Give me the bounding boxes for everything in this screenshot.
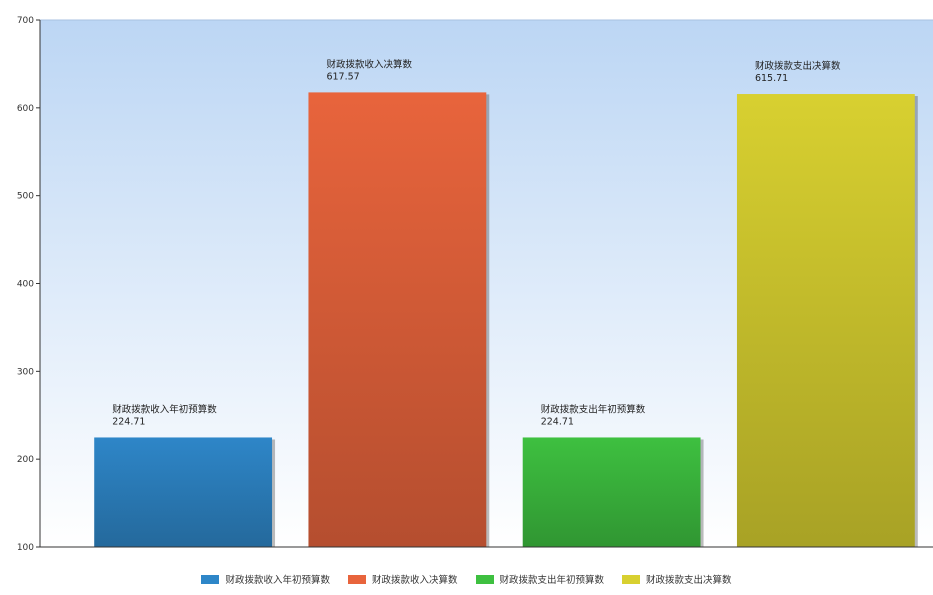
bar-series-label: 财政拨款收入年初预算数	[112, 403, 217, 415]
bar[interactable]	[308, 92, 487, 548]
y-tick-label: 100	[17, 543, 34, 553]
y-tick-label: 400	[17, 280, 34, 290]
legend-swatch	[201, 574, 220, 584]
y-tick-label: 200	[17, 455, 34, 465]
bar-series-label: 财政拨款支出决算数	[755, 60, 841, 72]
legend-swatch	[622, 574, 641, 584]
bar-value-label: 617.57	[326, 71, 359, 82]
y-tick-label: 300	[17, 367, 34, 377]
legend-label: 财政拨款收入年初预算数	[225, 575, 330, 586]
y-tick-label: 600	[17, 104, 34, 114]
legend-label: 财政拨款收入决算数	[371, 575, 458, 586]
legend-item[interactable]: 财政拨款支出年初预算数	[475, 572, 605, 586]
bar-value-label: 224.71	[112, 416, 145, 427]
y-tick-label: 500	[17, 192, 34, 202]
bar[interactable]	[736, 94, 915, 547]
bar-value-label: 615.71	[755, 73, 788, 84]
legend-swatch	[475, 574, 494, 584]
legend-label: 财政拨款支出决算数	[646, 575, 732, 586]
bar[interactable]	[94, 437, 273, 547]
legend: 财政拨款收入年初预算数 财政拨款收入决算数 财政拨款支出年初预算数 财政拨款支出决算数	[0, 570, 933, 588]
bar-value-label: 224.71	[541, 416, 574, 427]
legend-swatch	[347, 574, 366, 584]
legend-item[interactable]: 财政拨款收入年初预算数	[201, 572, 330, 586]
bar-series-label: 财政拨款收入决算数	[326, 58, 412, 70]
legend-item[interactable]: 财政拨款支出决算数	[622, 572, 732, 586]
legend-item[interactable]: 财政拨款收入决算数	[347, 572, 458, 586]
bar-series-label: 财政拨款支出年初预算数	[541, 403, 646, 415]
bar[interactable]	[522, 437, 701, 547]
y-tick-label: 700	[17, 16, 34, 26]
legend-label: 财政拨款支出年初预算数	[499, 575, 605, 586]
